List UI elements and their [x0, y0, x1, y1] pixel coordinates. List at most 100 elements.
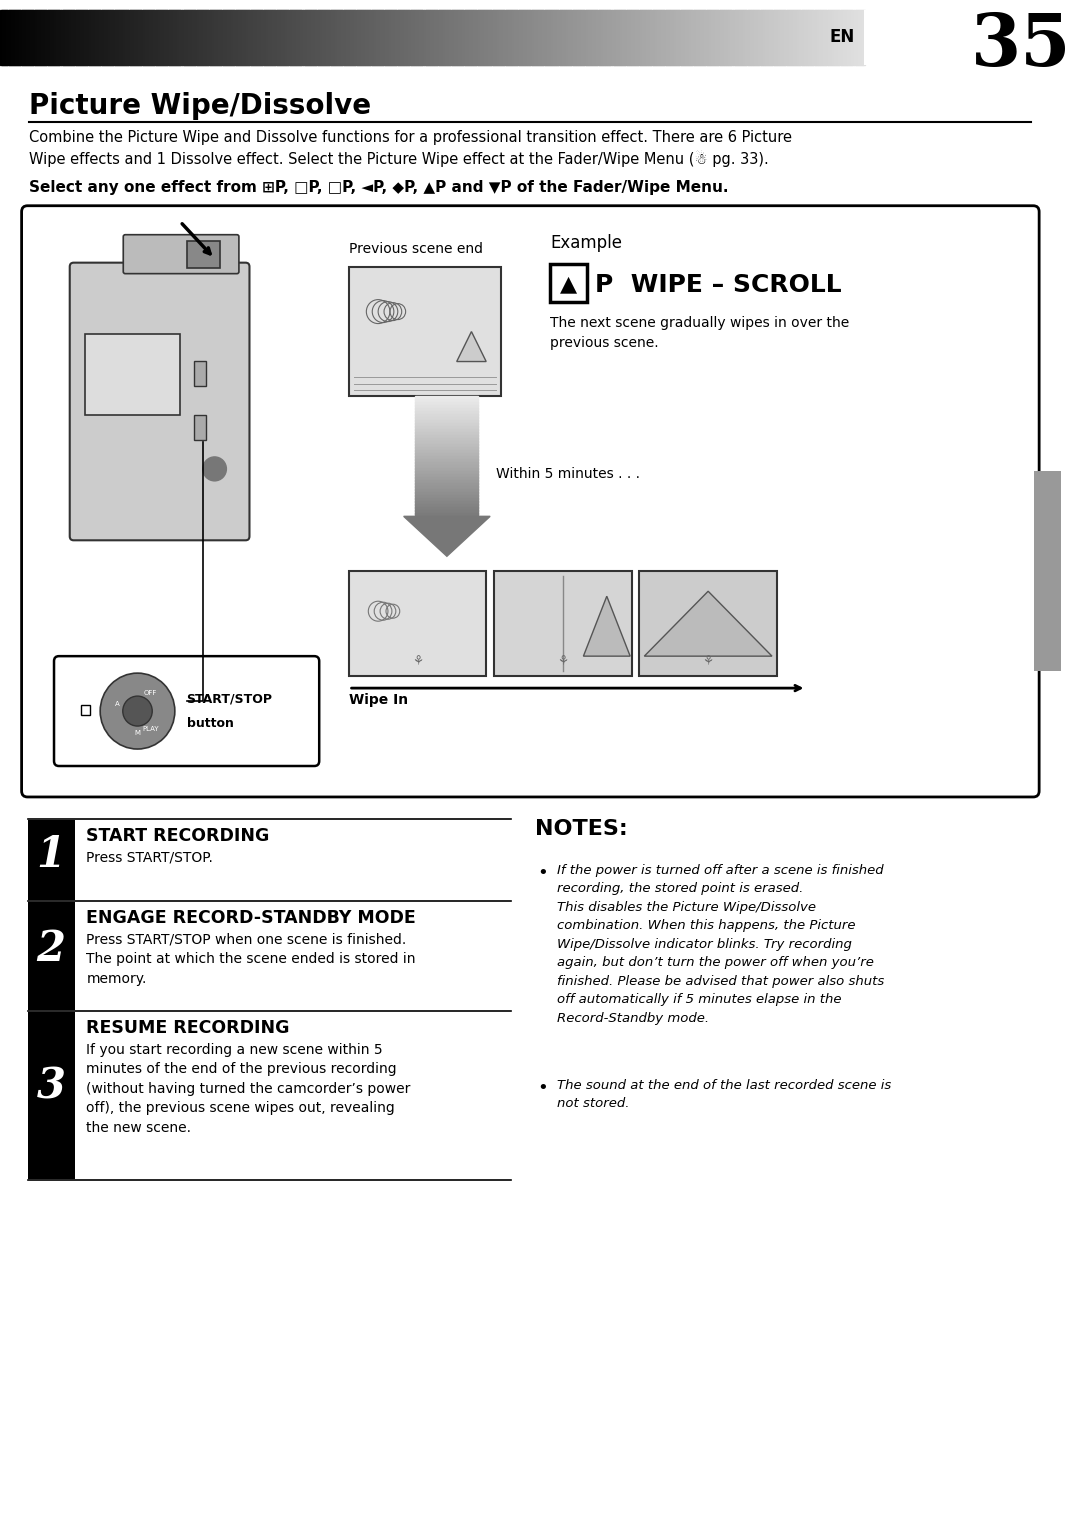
Text: •: • [537, 1079, 548, 1096]
Text: START RECORDING: START RECORDING [86, 826, 270, 845]
Bar [416, 397, 478, 400]
Bar [825, 11, 828, 64]
Bar [156, 11, 159, 64]
Bar [436, 11, 440, 64]
Bar [416, 477, 478, 481]
Bar [434, 11, 437, 64]
Bar [603, 11, 606, 64]
Bar [17, 11, 21, 64]
Bar [855, 11, 859, 64]
Bar [711, 11, 714, 64]
Bar [624, 11, 627, 64]
Bar [786, 11, 789, 64]
Bar [318, 11, 321, 64]
Bar [309, 11, 312, 64]
Bar [564, 11, 567, 64]
Bar [743, 11, 746, 64]
Bar [6, 11, 10, 64]
Bar [747, 11, 751, 64]
Bar [845, 11, 848, 64]
Bar [348, 11, 351, 64]
Bar [97, 11, 100, 64]
Bar [842, 11, 846, 64]
Bar [395, 11, 399, 64]
Bar [626, 11, 630, 64]
Bar [416, 417, 478, 422]
Bar [536, 11, 539, 64]
Bar [508, 11, 511, 64]
Bar [613, 11, 617, 64]
Bar [255, 11, 258, 64]
Bar [231, 11, 234, 64]
Bar [27, 901, 75, 1010]
Bar [432, 11, 435, 64]
Bar [471, 11, 474, 64]
Bar [132, 11, 135, 64]
Bar [89, 11, 92, 64]
Bar [416, 486, 478, 491]
Bar [136, 11, 139, 64]
Bar [416, 432, 478, 437]
Bar [197, 11, 200, 64]
Bar [503, 11, 507, 64]
Bar [127, 11, 131, 64]
Bar [65, 11, 68, 64]
Circle shape [123, 696, 152, 727]
Bar [494, 572, 632, 676]
Bar [324, 11, 327, 64]
Bar [416, 429, 478, 434]
Bar [416, 451, 478, 454]
Bar [397, 11, 401, 64]
Bar [408, 11, 411, 64]
FancyBboxPatch shape [22, 205, 1039, 797]
Bar [451, 11, 455, 64]
Bar [416, 411, 478, 415]
Bar [78, 11, 81, 64]
Bar [441, 11, 444, 64]
Bar [48, 11, 51, 64]
Bar [456, 11, 459, 64]
Bar [406, 11, 409, 64]
Bar [369, 11, 373, 64]
Bar [149, 11, 152, 64]
Bar [251, 11, 254, 64]
Bar [657, 11, 660, 64]
Bar [631, 11, 634, 64]
Text: START/STOP: START/STOP [187, 693, 272, 705]
Text: If the power is turned off after a scene is finished
recording, the stored point: If the power is turned off after a scene… [557, 865, 885, 1026]
Bar [19, 11, 23, 64]
Bar [356, 11, 360, 64]
Bar [801, 11, 805, 64]
Bar [449, 11, 453, 64]
Text: button: button [187, 716, 233, 730]
Bar [389, 11, 392, 64]
Bar [416, 498, 478, 503]
Bar [644, 11, 647, 64]
Bar [808, 11, 811, 64]
Bar [298, 11, 301, 64]
Bar [367, 11, 370, 64]
Bar [346, 11, 349, 64]
Bar [24, 11, 27, 64]
Bar [283, 11, 286, 64]
Bar [462, 11, 465, 64]
Bar [546, 11, 550, 64]
Bar [516, 11, 519, 64]
Bar [663, 11, 666, 64]
Bar [333, 11, 336, 64]
Text: Wipe In: Wipe In [349, 693, 408, 707]
Bar [637, 11, 640, 64]
Bar [190, 11, 193, 64]
Bar [416, 403, 478, 406]
Bar [592, 11, 595, 64]
Bar [527, 11, 530, 64]
Bar [605, 11, 608, 64]
Bar [827, 11, 831, 64]
Bar [570, 11, 573, 64]
Bar [194, 415, 206, 440]
Bar [35, 11, 38, 64]
Bar [529, 11, 532, 64]
Bar [581, 11, 584, 64]
Bar [482, 11, 485, 64]
Bar [416, 426, 478, 431]
